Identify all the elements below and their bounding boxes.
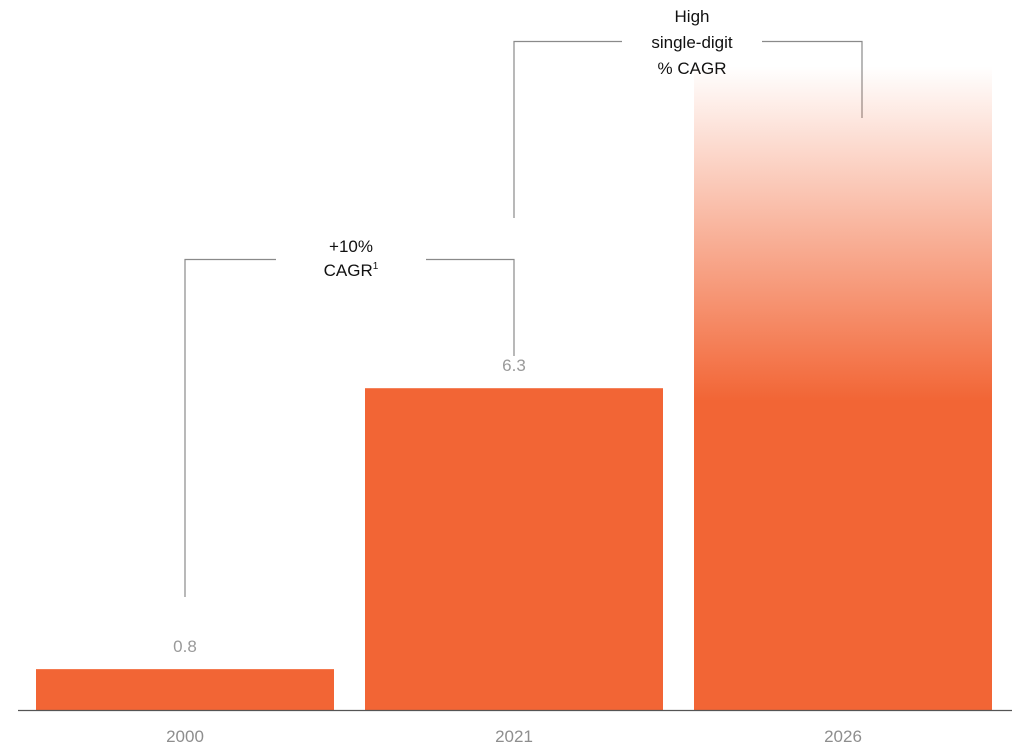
cagr-bracket-2000-2021 [184,258,515,597]
value-label-2000: 0.8 [173,637,197,656]
bars-group [36,66,992,710]
x-tick-2026: 2026 [824,727,862,746]
value-labels-group: 0.8 6.3 [173,356,526,656]
bar-2021 [365,388,663,710]
cagr-label-2000-2021: +10% CAGR1 [324,237,379,280]
bar-2026 [694,66,992,710]
value-label-2021: 6.3 [502,356,526,375]
bar-2000 [36,669,334,710]
x-tick-2000: 2000 [166,727,204,746]
x-axis-ticks: 2000 2021 2026 [166,727,862,746]
x-tick-2021: 2021 [495,727,533,746]
